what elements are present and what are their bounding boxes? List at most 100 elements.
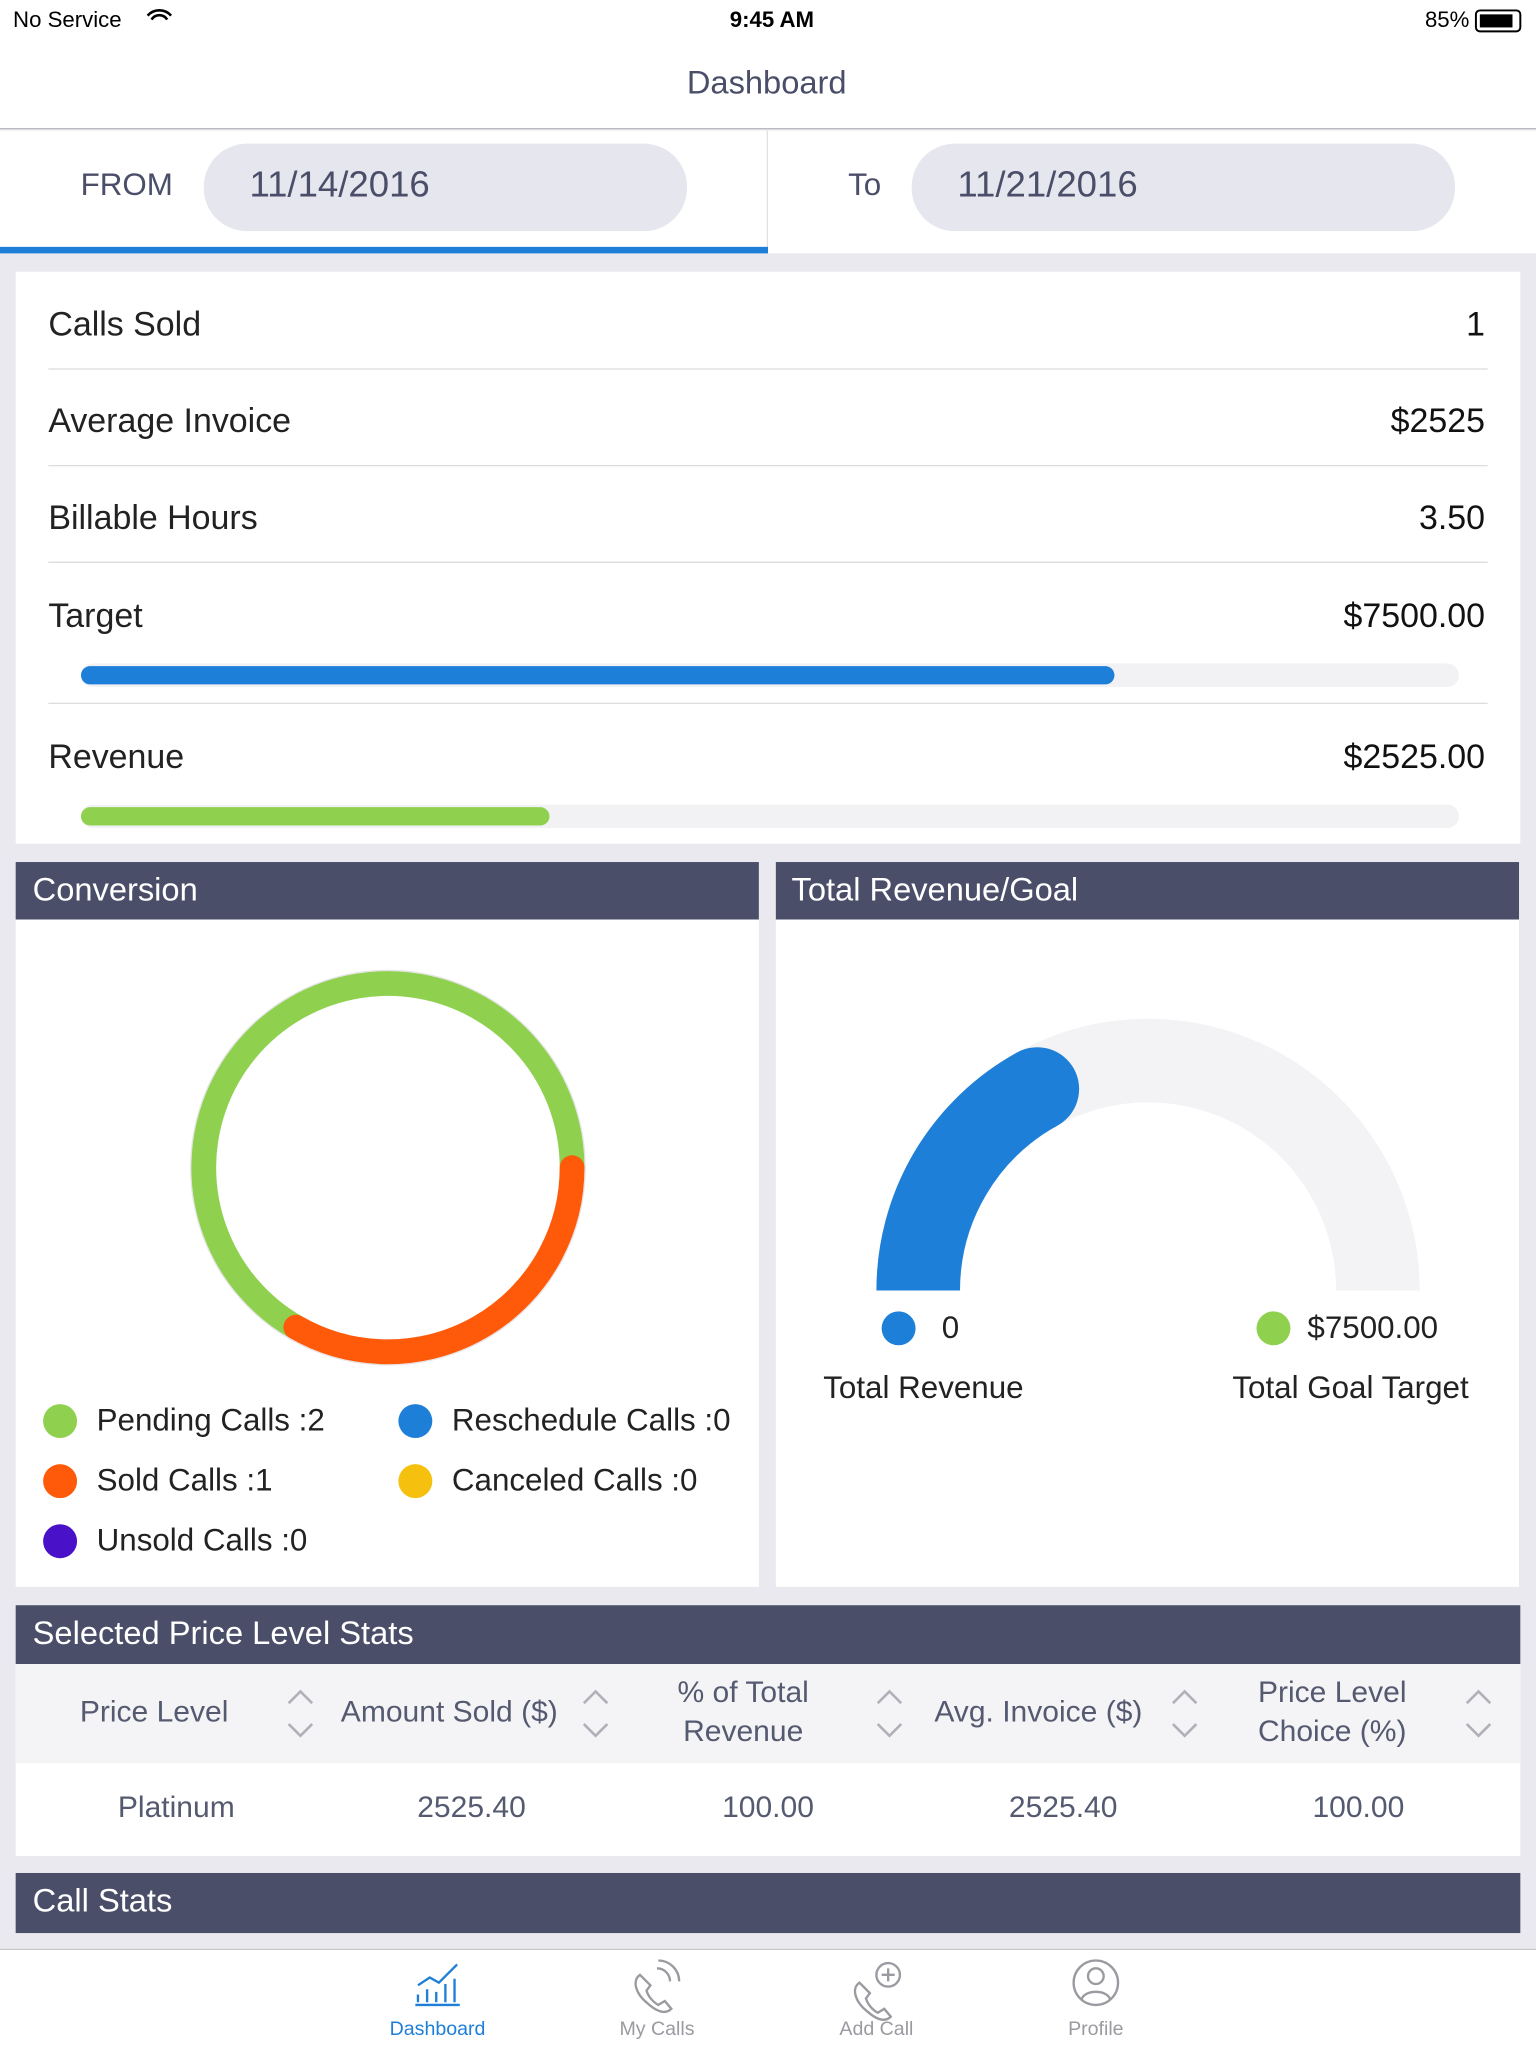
donut-segment <box>283 1155 585 1365</box>
legend-label: Pending Calls : <box>97 1403 308 1438</box>
sort-button[interactable] <box>871 1685 908 1742</box>
to-date-field[interactable] <box>911 143 1456 232</box>
tab-label[interactable]: Dashboard <box>390 2018 486 2040</box>
gauge-label: Total Revenue <box>823 1370 1023 1405</box>
from-date[interactable]: 11/14/2016 <box>249 163 429 204</box>
stat-value: $7500.00 <box>1343 597 1485 635</box>
profile-icon-person <box>1080 1967 1112 2001</box>
to-date[interactable]: 11/21/2016 <box>957 163 1137 204</box>
sort-button[interactable] <box>1460 1685 1497 1742</box>
nav-title: Dashboard <box>687 64 847 101</box>
battery-level <box>1479 14 1513 28</box>
carrier: No Service <box>13 7 122 32</box>
donut-outline <box>190 969 586 1366</box>
legend-dot <box>1256 1311 1291 1346</box>
wifi-icon <box>146 9 173 21</box>
sort-button[interactable] <box>1166 1685 1203 1742</box>
sort-icon <box>1171 1689 1198 1738</box>
legend-entry: Reschedule Calls :0 <box>452 1403 731 1438</box>
sort-icon <box>287 1689 314 1738</box>
stats-card <box>15 271 1521 844</box>
column-header: Price Level <box>80 1696 229 1729</box>
from-label: FROM <box>81 167 173 202</box>
progress-bar <box>80 807 550 826</box>
column-header: % of Total <box>678 1676 809 1709</box>
dashboard-icon <box>415 1963 460 2007</box>
column-header: Amount Sold ($) <box>341 1696 558 1729</box>
panel-title: Call Stats <box>33 1882 173 1919</box>
add-call-icon <box>853 1981 893 2021</box>
stat-value: 1 <box>1466 305 1485 343</box>
legend-dot <box>398 1404 433 1439</box>
sort-icon <box>582 1689 609 1738</box>
legend-count: 0 <box>713 1403 730 1438</box>
column-header: Avg. Invoice ($) <box>934 1696 1142 1729</box>
panel-header <box>15 1605 1521 1664</box>
gauge-value: 0 <box>942 1310 959 1345</box>
legend-label: Sold Calls : <box>97 1463 255 1498</box>
tab-bar <box>0 1948 1536 2048</box>
legend-dot <box>43 1404 78 1439</box>
legend-entry: Unsold Calls :0 <box>97 1523 308 1558</box>
gauge-cap <box>995 1047 1080 1131</box>
tab-indicator <box>0 246 768 254</box>
stat-label: Calls Sold <box>48 305 201 343</box>
legend-label: Unsold Calls : <box>97 1523 290 1558</box>
tab-label[interactable]: My Calls <box>619 2018 694 2040</box>
column-header: Revenue <box>683 1715 803 1748</box>
sort-button[interactable] <box>577 1685 614 1742</box>
table-cell: 100.00 <box>1312 1791 1404 1824</box>
panel-header <box>15 862 759 920</box>
legend-dot <box>881 1311 916 1346</box>
legend-entry: Sold Calls :1 <box>97 1463 273 1498</box>
legend-count: 2 <box>307 1403 324 1438</box>
legend-entry: Pending Calls :2 <box>97 1403 325 1438</box>
legend-label: Canceled Calls : <box>452 1463 680 1498</box>
column-header: Price Level <box>1258 1676 1407 1709</box>
tab-icons <box>415 1959 1120 2021</box>
tab-label[interactable]: Profile <box>1068 2018 1124 2040</box>
battery-percent: 85% <box>1425 7 1469 32</box>
legend-count: 1 <box>255 1463 272 1498</box>
clock: 9:45 AM <box>730 7 814 32</box>
panel-header <box>775 862 1520 920</box>
column-header: Choice (%) <box>1258 1715 1407 1748</box>
sort-icon <box>876 1689 903 1738</box>
gauge-label: Total Goal Target <box>1232 1370 1469 1405</box>
table-cell: 2525.40 <box>1009 1791 1118 1824</box>
sort-button[interactable] <box>282 1685 319 1742</box>
panel-title: Conversion <box>33 871 198 908</box>
stat-label: Target <box>48 597 143 635</box>
from-date-field[interactable] <box>203 143 688 232</box>
add-call-icon-plus <box>875 1961 902 1988</box>
sort-icon <box>1465 1689 1492 1738</box>
profile-icon <box>1072 1959 1120 2007</box>
stat-label: Average Invoice <box>48 402 291 440</box>
my-calls-icon <box>634 1959 681 2014</box>
panel-title: Total Revenue/Goal <box>792 871 1079 908</box>
donut-segment <box>191 971 585 1340</box>
stat-label: Revenue <box>48 738 184 776</box>
table-cell: 2525.40 <box>417 1791 526 1824</box>
panel-header <box>15 1872 1521 1934</box>
table-header-row <box>15 1664 1521 1764</box>
to-label: To <box>848 167 881 202</box>
legend-label: Reschedule Calls : <box>452 1403 713 1438</box>
stat-value: $2525.00 <box>1343 738 1485 776</box>
legend-dot <box>398 1464 433 1499</box>
battery-icon <box>1474 9 1522 33</box>
legend-entry: Canceled Calls :0 <box>452 1463 698 1498</box>
add-call-icon-cross <box>881 1968 895 1982</box>
tab-label[interactable]: Add Call <box>839 2018 913 2040</box>
legend-dot <box>43 1464 78 1499</box>
stat-value: 3.50 <box>1419 499 1485 537</box>
gauge-value: $7500.00 <box>1307 1310 1438 1345</box>
top-bar <box>0 0 1536 128</box>
panel-title: Selected Price Level Stats <box>33 1614 414 1651</box>
progress-bar <box>80 666 1115 685</box>
table-cell: Platinum <box>118 1791 235 1824</box>
stat-value: $2525 <box>1391 402 1485 440</box>
table-cell: 100.00 <box>722 1791 814 1824</box>
